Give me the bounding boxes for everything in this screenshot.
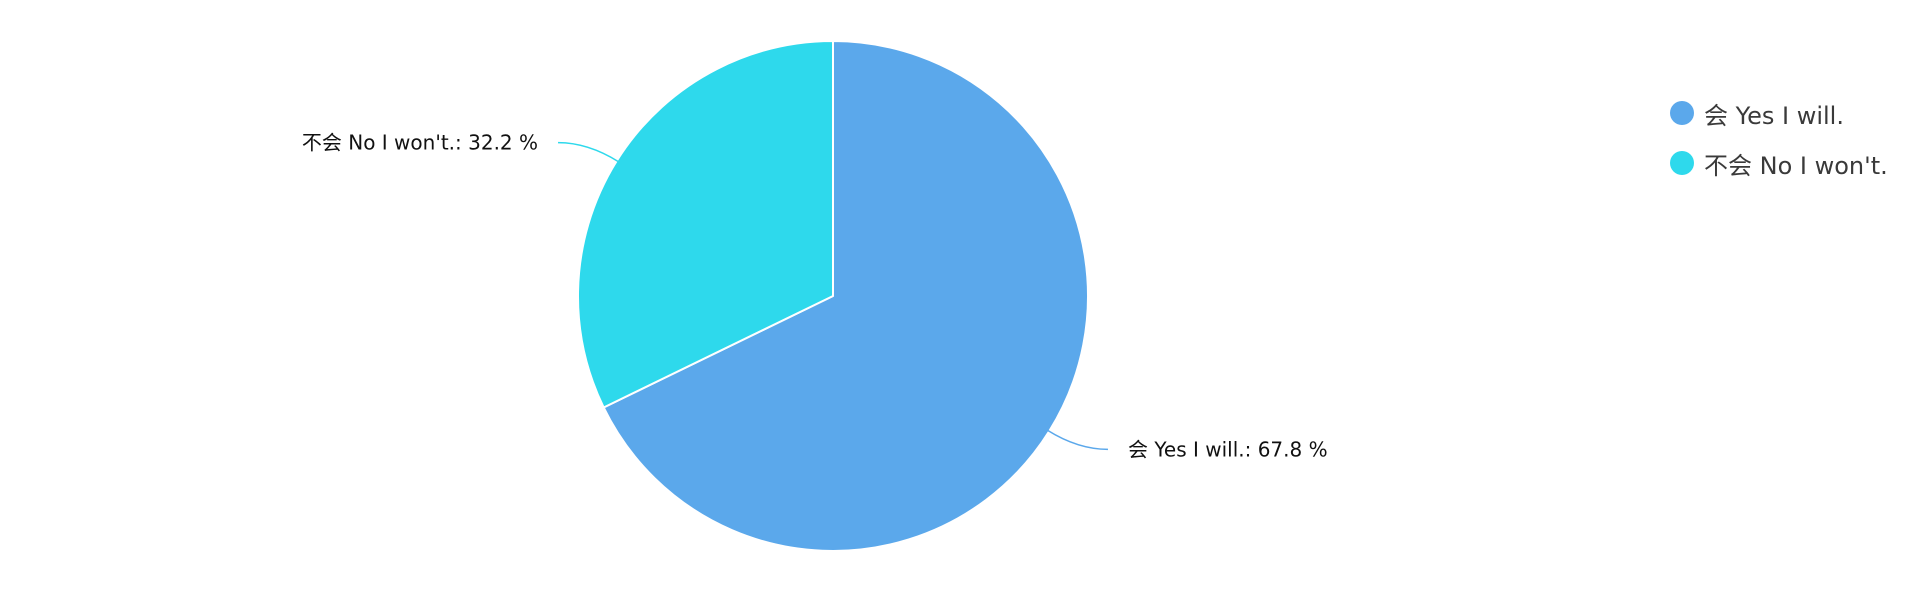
legend-label-no: 不会 No I won't. [1704,151,1888,180]
leader-line-yes [1047,429,1108,451]
data-labels-layer: 会 Yes I will.: 67.8 % 不会 No I won't.: 32.… [302,131,1328,462]
legend-item-yes[interactable]: 会 Yes I will. [1670,88,1888,138]
legend-item-no[interactable]: 不会 No I won't. [1670,138,1888,188]
legend-swatch-no [1670,151,1694,175]
slices-layer [577,40,1089,552]
leader-lines-layer [558,141,1108,451]
data-label-no: 不会 No I won't.: 32.2 % [302,131,538,155]
legend-swatch-yes [1670,101,1694,125]
legend: 会 Yes I will. 不会 No I won't. [1670,88,1888,188]
legend-label-yes: 会 Yes I will. [1704,101,1844,130]
leader-line-no [558,141,619,163]
data-label-yes: 会 Yes I will.: 67.8 % [1128,437,1328,461]
